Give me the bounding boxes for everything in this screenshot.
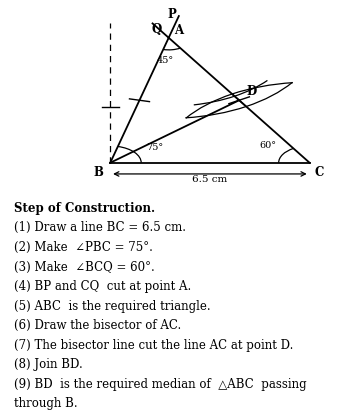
- Text: B: B: [93, 166, 103, 179]
- Text: (9) BD  is the required median of  △ABC  passing: (9) BD is the required median of △ABC pa…: [14, 378, 307, 391]
- Text: (4) BP and CQ  cut at point A.: (4) BP and CQ cut at point A.: [14, 280, 191, 293]
- Text: (3) Make  ∠BCQ = 60°.: (3) Make ∠BCQ = 60°.: [14, 261, 155, 274]
- Text: 6.5 cm: 6.5 cm: [192, 175, 228, 184]
- Text: (7) The bisector line cut the line AC at point D.: (7) The bisector line cut the line AC at…: [14, 339, 294, 352]
- Text: through B.: through B.: [14, 397, 78, 410]
- Text: D: D: [246, 85, 256, 98]
- Text: C: C: [315, 166, 324, 179]
- Text: 45°: 45°: [157, 56, 174, 65]
- Text: A: A: [174, 24, 183, 37]
- Text: Q: Q: [151, 23, 162, 36]
- Text: P: P: [168, 8, 176, 21]
- Text: (6) Draw the bisector of AC.: (6) Draw the bisector of AC.: [14, 319, 181, 332]
- Text: Step of Construction.: Step of Construction.: [14, 202, 155, 215]
- Text: (5) ABC  is the required triangle.: (5) ABC is the required triangle.: [14, 299, 211, 313]
- Text: 75°: 75°: [146, 143, 164, 151]
- Text: (2) Make  ∠PBC = 75°.: (2) Make ∠PBC = 75°.: [14, 241, 153, 254]
- Text: (1) Draw a line BC = 6.5 cm.: (1) Draw a line BC = 6.5 cm.: [14, 221, 186, 234]
- Text: 60°: 60°: [260, 141, 277, 150]
- Text: (8) Join BD.: (8) Join BD.: [14, 358, 83, 371]
